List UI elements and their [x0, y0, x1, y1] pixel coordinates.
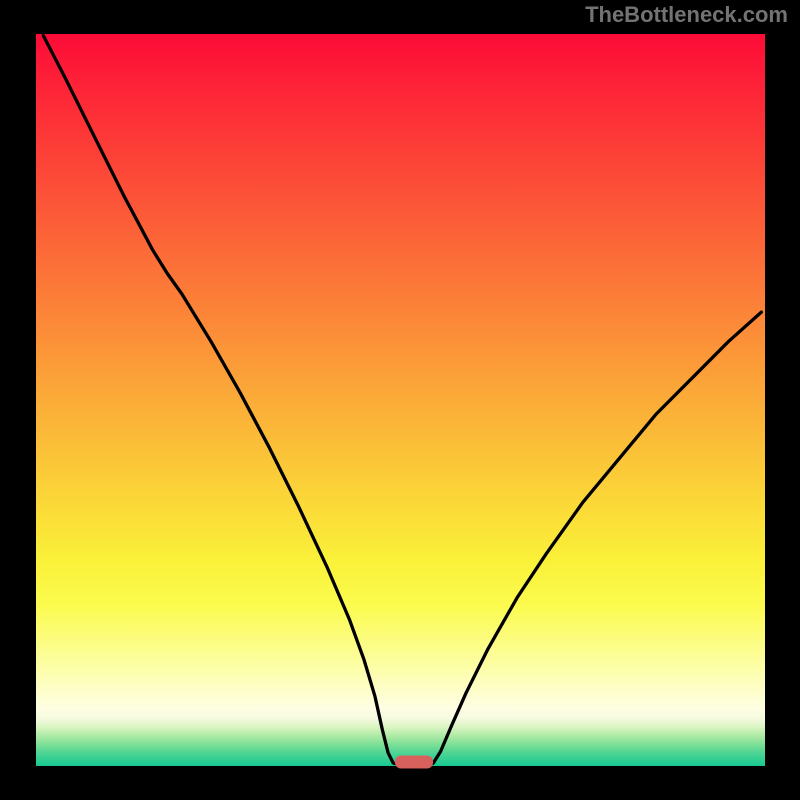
chart-container: TheBottleneck.com	[0, 0, 800, 800]
bottleneck-curve	[36, 34, 765, 766]
optimal-marker	[395, 756, 433, 769]
plot-area	[36, 34, 765, 766]
watermark-text: TheBottleneck.com	[585, 2, 788, 28]
